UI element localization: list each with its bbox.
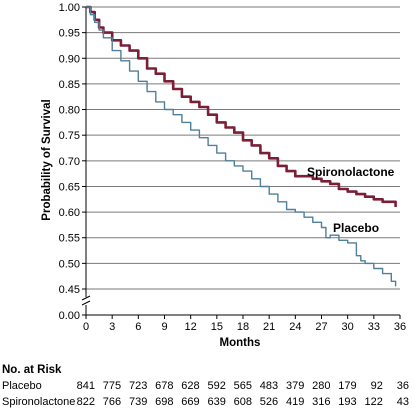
- risk-value: 379: [286, 380, 304, 392]
- y-tick-label: 0.80: [59, 105, 80, 117]
- risk-value: 122: [364, 396, 382, 408]
- x-tick-label: 12: [185, 321, 197, 333]
- y-tick-label: 0.75: [59, 130, 80, 142]
- series-label-placebo: Placebo: [333, 221, 379, 235]
- risk-row-label-spironolactone: Spironolactone: [2, 396, 75, 408]
- risk-value: 280: [312, 380, 330, 392]
- x-tick-label: 33: [368, 321, 380, 333]
- y-tick-label: 0.65: [59, 181, 80, 193]
- risk-value: 179: [338, 380, 356, 392]
- y-tick-label: 0.45: [59, 284, 80, 296]
- x-tick-label: 24: [289, 321, 301, 333]
- risk-value: 193: [338, 396, 356, 408]
- x-tick-label: 30: [342, 321, 354, 333]
- series-line-spironolactone: [86, 5, 397, 207]
- risk-value: 775: [103, 380, 121, 392]
- risk-value: 316: [312, 396, 330, 408]
- x-axis-title: Months: [220, 337, 261, 349]
- y-tick-label: 0.85: [59, 79, 80, 91]
- risk-value: 822: [77, 396, 95, 408]
- y-tick-label-zero: 0.00: [59, 310, 80, 322]
- risk-value: 669: [181, 396, 199, 408]
- risk-table-title: No. at Risk: [2, 364, 62, 376]
- axes: [81, 6, 401, 319]
- risk-value: 639: [207, 396, 225, 408]
- axis-break-mark: [81, 300, 91, 306]
- risk-value: 766: [103, 396, 121, 408]
- risk-value: 698: [155, 396, 173, 408]
- y-tick-label: 0.70: [59, 156, 80, 168]
- series-lines: [86, 5, 397, 287]
- x-tick-label: 36: [394, 321, 406, 333]
- x-tick-label: 21: [263, 321, 275, 333]
- risk-value: 483: [260, 380, 278, 392]
- gridlines: [86, 6, 400, 290]
- axis-break-mark: [81, 295, 91, 301]
- risk-value: 678: [155, 380, 173, 392]
- risk-value: 592: [207, 380, 225, 392]
- y-tick-label: 0.50: [59, 258, 80, 270]
- tick-labels: 0.45 0.50 0.55 0.60 0.65 0.70 0.75 0.80 0.85 0.90…: [59, 2, 407, 333]
- x-tick-label: 27: [315, 321, 327, 333]
- series-label-spironolactone: Spironolactone: [307, 165, 395, 179]
- risk-value: 526: [260, 396, 278, 408]
- y-tick-label: 1.00: [59, 2, 80, 14]
- x-tick-label: 3: [109, 321, 115, 333]
- risk-value: 841: [77, 380, 95, 392]
- risk-value: 739: [129, 396, 147, 408]
- x-tick-label: 6: [135, 321, 141, 333]
- x-tick-label: 18: [237, 321, 249, 333]
- y-tick-label: 0.55: [59, 233, 80, 245]
- risk-value: 608: [234, 396, 252, 408]
- risk-value: 43: [397, 396, 409, 408]
- x-tick-label: 9: [161, 321, 167, 333]
- risk-value: 419: [286, 396, 304, 408]
- x-tick-label: 15: [211, 321, 223, 333]
- y-tick-label: 0.95: [59, 28, 80, 40]
- y-axis-title: Probability of Survival: [41, 99, 53, 220]
- risk-value: 565: [234, 380, 252, 392]
- risk-value: 92: [371, 380, 383, 392]
- risk-value: 628: [181, 380, 199, 392]
- y-tick-label: 0.90: [59, 53, 80, 65]
- x-tick-label: 0: [83, 321, 89, 333]
- risk-value: 36: [397, 380, 409, 392]
- risk-value: 723: [129, 380, 147, 392]
- risk-row-label-placebo: Placebo: [2, 380, 42, 392]
- risk-table-values: 841 775 723 678 628 592 565 483 379 280 179 92 36 822…: [77, 380, 409, 408]
- y-tick-label: 0.60: [59, 207, 80, 219]
- series-line-placebo: [86, 6, 397, 287]
